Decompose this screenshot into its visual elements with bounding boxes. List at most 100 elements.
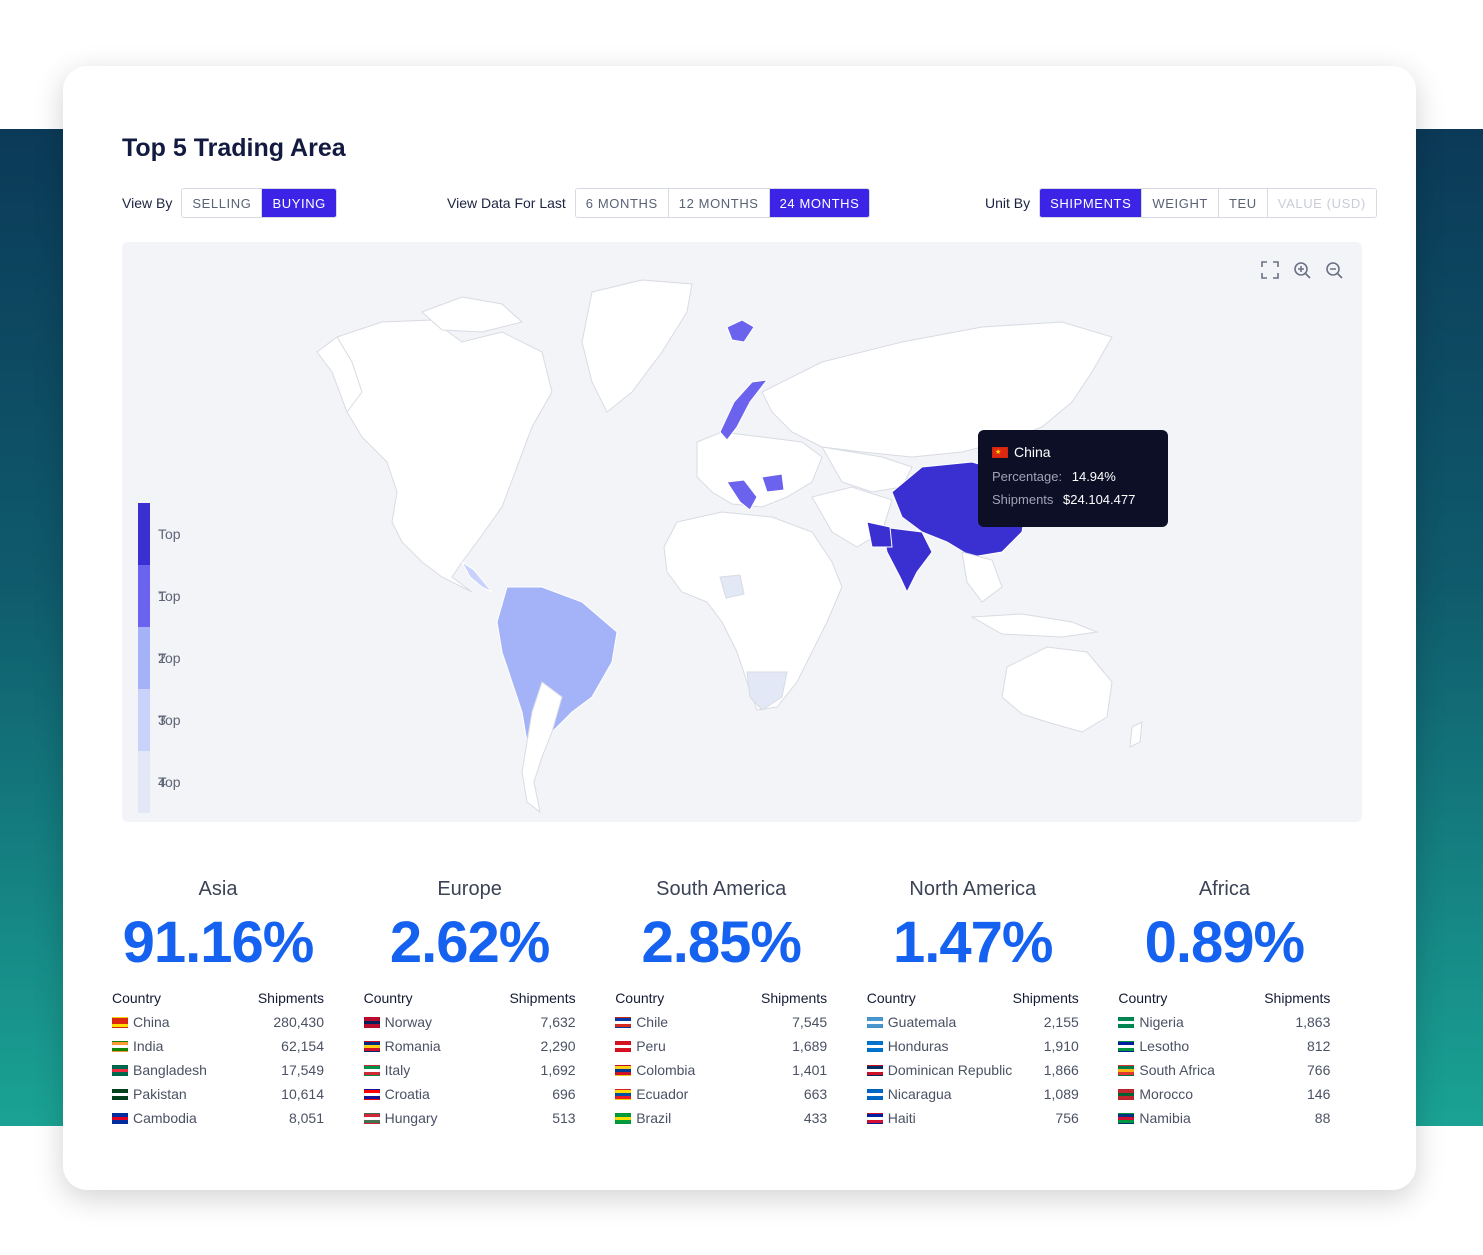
column-header-country: Country <box>363 990 413 1006</box>
table-row: Guatemala 2,155 <box>866 1010 1079 1034</box>
country-cell: Morocco <box>1118 1086 1193 1102</box>
zoom-in-icon[interactable] <box>1292 260 1312 280</box>
region-table: Country Shipments Norway 7,632 Romania 2,290 I… <box>363 986 576 1130</box>
period-24-months-button[interactable]: 24 MONTHS <box>769 189 870 217</box>
map-alaska <box>316 336 363 414</box>
country-name: South Africa <box>1139 1062 1215 1078</box>
tooltip-percentage-value: 14.94% <box>1071 469 1116 484</box>
flag-icon <box>615 1088 632 1100</box>
shipments-value: 1,692 <box>540 1062 576 1078</box>
country-cell: Honduras <box>866 1038 948 1054</box>
country-cell: Colombia <box>615 1062 695 1078</box>
map-australia <box>1001 646 1113 733</box>
world-map-panel[interactable]: Top 1 Top 2 Top 3 Top 4 Top 5 ★ China Pe… <box>122 242 1362 822</box>
table-row: Pakistan 10,614 <box>112 1082 324 1106</box>
flag-icon <box>866 1088 883 1100</box>
map-pakistan <box>866 521 893 548</box>
unit-teu-button[interactable]: TEU <box>1218 189 1268 217</box>
shipments-value: 10,614 <box>281 1086 324 1102</box>
map-italy-balkans <box>726 479 758 511</box>
country-name: Morocco <box>1139 1086 1194 1102</box>
region-name: North America <box>909 878 1037 900</box>
country-cell: Cambodia <box>112 1110 197 1126</box>
flag-icon <box>1118 1064 1135 1076</box>
view-by-buying-button[interactable]: BUYING <box>262 189 336 217</box>
map-norway <box>719 379 769 441</box>
shipments-value: 1,401 <box>792 1062 828 1078</box>
shipments-value: 1,863 <box>1295 1014 1331 1030</box>
table-header: Country Shipments <box>615 986 827 1010</box>
table-row: Bangladesh 17,549 <box>112 1058 324 1082</box>
flag-icon <box>1118 1112 1135 1124</box>
period-12-months-button[interactable]: 12 MONTHS <box>668 189 770 217</box>
column-header-country: Country <box>615 990 665 1006</box>
shipments-value: 1,866 <box>1043 1062 1079 1078</box>
map-new-zealand <box>1129 721 1143 748</box>
country-name: Cambodia <box>133 1110 197 1126</box>
view-by-selling-button[interactable]: SELLING <box>182 189 263 217</box>
unit-weight-button[interactable]: WEIGHT <box>1142 189 1219 217</box>
country-name: Chile <box>636 1014 669 1030</box>
column-header-country: Country <box>1118 990 1168 1006</box>
map-greenland <box>581 279 693 413</box>
legend-label-top-3: Top 3 <box>158 650 181 728</box>
unit-by-toggle: SHIPMENTS WEIGHT TEU VALUE (USD) <box>1039 188 1377 218</box>
fullscreen-icon[interactable] <box>1260 260 1280 280</box>
table-row: Ecuador 663 <box>615 1082 827 1106</box>
region-percent: 0.89% <box>1144 910 1305 975</box>
view-by-toggle: SELLING BUYING <box>181 188 337 218</box>
flag-icon <box>1118 1040 1135 1052</box>
country-name: Peru <box>636 1038 666 1054</box>
country-cell: Lesotho <box>1118 1038 1189 1054</box>
shipments-value: 766 <box>1307 1062 1331 1078</box>
table-row: Nicaragua 1,089 <box>866 1082 1079 1106</box>
period-6-months-button[interactable]: 6 MONTHS <box>575 189 669 217</box>
map-indonesia <box>970 613 1099 638</box>
flag-icon <box>112 1088 128 1100</box>
flag-icon <box>363 1088 380 1100</box>
map-svalbard <box>726 319 755 343</box>
unit-shipments-button[interactable]: SHIPMENTS <box>1040 189 1143 217</box>
shipments-value: 2,290 <box>540 1038 576 1054</box>
table-row: Romania 2,290 <box>363 1034 576 1058</box>
flag-icon <box>1118 1016 1135 1028</box>
flag-icon <box>112 1064 128 1076</box>
flag-icon <box>615 1040 632 1052</box>
shipments-value: 663 <box>803 1086 828 1102</box>
shipments-value: 433 <box>803 1110 828 1126</box>
shipments-value: 1,089 <box>1043 1086 1079 1102</box>
world-map[interactable] <box>122 242 1362 822</box>
flag-icon <box>363 1064 380 1076</box>
region-table: Country Shipments Nigeria 1,863 Lesotho 812 So… <box>1118 986 1330 1130</box>
map-romania <box>761 473 785 493</box>
region-asia: Asia 91.16% Country Shipments China 280,430 In… <box>112 878 364 1128</box>
country-cell: India <box>112 1038 163 1054</box>
tooltip-title: ★ China <box>992 444 1154 460</box>
region-name: Europe <box>437 878 502 900</box>
shipments-value: 17,549 <box>281 1062 324 1078</box>
china-flag-icon: ★ <box>992 446 1008 458</box>
column-header-country: Country <box>866 990 916 1006</box>
country-name: Nicaragua <box>887 1086 952 1102</box>
legend-label-top-1: Top 1 <box>158 526 181 604</box>
region-table: Country Shipments Guatemala 2,155 Honduras 1,… <box>866 986 1079 1130</box>
legend-label-top-2: Top 2 <box>158 588 181 666</box>
region-percent: 91.16% <box>122 910 315 975</box>
shipments-value: 696 <box>552 1086 576 1102</box>
country-cell: Norway <box>363 1014 432 1030</box>
zoom-out-icon[interactable] <box>1324 260 1344 280</box>
country-name: Dominican Republic <box>887 1062 1013 1078</box>
country-name: Lesotho <box>1139 1038 1190 1054</box>
map-europe <box>696 431 823 508</box>
table-row: Cambodia 8,051 <box>112 1106 324 1130</box>
legend-swatch-top-5 <box>138 751 150 813</box>
legend-labels: Top 1 Top 2 Top 3 Top 4 Top 5 <box>158 503 181 813</box>
country-name: Guatemala <box>887 1014 957 1030</box>
country-name: Bangladesh <box>133 1062 207 1078</box>
flag-icon <box>615 1064 632 1076</box>
column-header-shipments: Shipments <box>257 990 324 1006</box>
table-row: China 280,430 <box>112 1010 324 1034</box>
column-header-shipments: Shipments <box>761 990 828 1006</box>
country-cell: Italy <box>363 1062 410 1078</box>
region-europe: Europe 2.62% Country Shipments Norway 7,632 Ro… <box>363 878 616 1130</box>
